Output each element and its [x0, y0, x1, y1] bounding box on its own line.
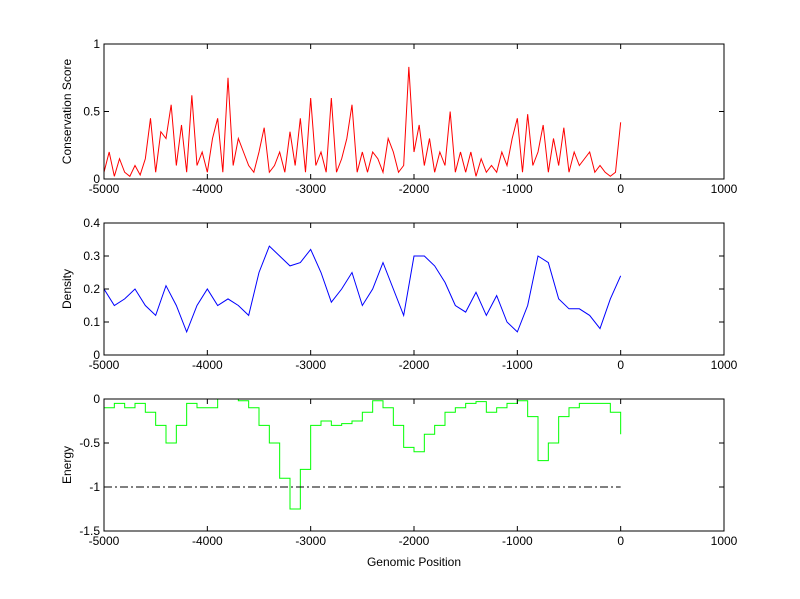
y-axis-label: Energy	[60, 446, 74, 484]
density-line	[103, 245, 622, 334]
x-tick-label: -3000	[295, 182, 326, 196]
x-tick-label: -1000	[502, 534, 533, 548]
y-tick-label: 0.4	[83, 216, 100, 230]
x-tick-label: -5000	[89, 534, 120, 548]
x-tick-label: -5000	[89, 182, 120, 196]
x-tick-label: -3000	[295, 534, 326, 548]
y-tick-label: -1.5	[79, 524, 100, 538]
y-tick-label: 0.1	[83, 315, 100, 329]
y-tick-label: 0.2	[83, 282, 100, 296]
y-tick-label: 0.3	[83, 249, 100, 263]
y-tick-label: 0	[93, 392, 100, 406]
subplot-2: -5000 -4000 -3000 -2000 -1000 0 1000 0 0.1 0.2 0.3…	[60, 216, 738, 372]
x-tick-label: -1000	[502, 182, 533, 196]
x-tick-label: -4000	[192, 182, 223, 196]
x-tick-label: -5000	[89, 358, 120, 372]
y-tick-label: 1	[93, 37, 100, 51]
x-tick-label: -3000	[295, 358, 326, 372]
subplot-3: -5000 -4000 -3000 -2000 -1000 0 1000 -1.5 -1 -0.5…	[60, 392, 738, 569]
y-tick-label: -1	[89, 480, 100, 494]
axes-box	[103, 398, 725, 532]
y-tick-label: 0.5	[83, 105, 100, 119]
y-tick-label: 0	[93, 172, 100, 186]
y-tick-label: 0	[93, 348, 100, 362]
x-tick-label: -4000	[192, 358, 223, 372]
x-tick-label: -2000	[399, 534, 430, 548]
x-tick-label: -2000	[399, 182, 430, 196]
y-axis-label: Conservation Score	[60, 58, 74, 164]
conservation-line	[103, 66, 622, 178]
energy-line	[104, 398, 622, 510]
subplot-1: -5000 -4000 -3000 -2000 -1000 0 1000 0 0.5 1 Conse…	[60, 37, 738, 196]
x-tick-label: -1000	[502, 358, 533, 372]
x-tick-label: 1000	[711, 534, 738, 548]
axes-box	[103, 222, 725, 356]
x-tick-label: 1000	[711, 358, 738, 372]
y-axis-label: Density	[60, 269, 74, 309]
x-axis-label: Genomic Position	[367, 555, 461, 569]
x-tick-label: -4000	[192, 534, 223, 548]
x-tick-label: 0	[617, 358, 624, 372]
y-tick-label: -0.5	[79, 436, 100, 450]
x-tick-label: 0	[617, 534, 624, 548]
x-tick-label: 1000	[711, 182, 738, 196]
x-tick-label: 0	[617, 182, 624, 196]
x-tick-label: -2000	[399, 358, 430, 372]
